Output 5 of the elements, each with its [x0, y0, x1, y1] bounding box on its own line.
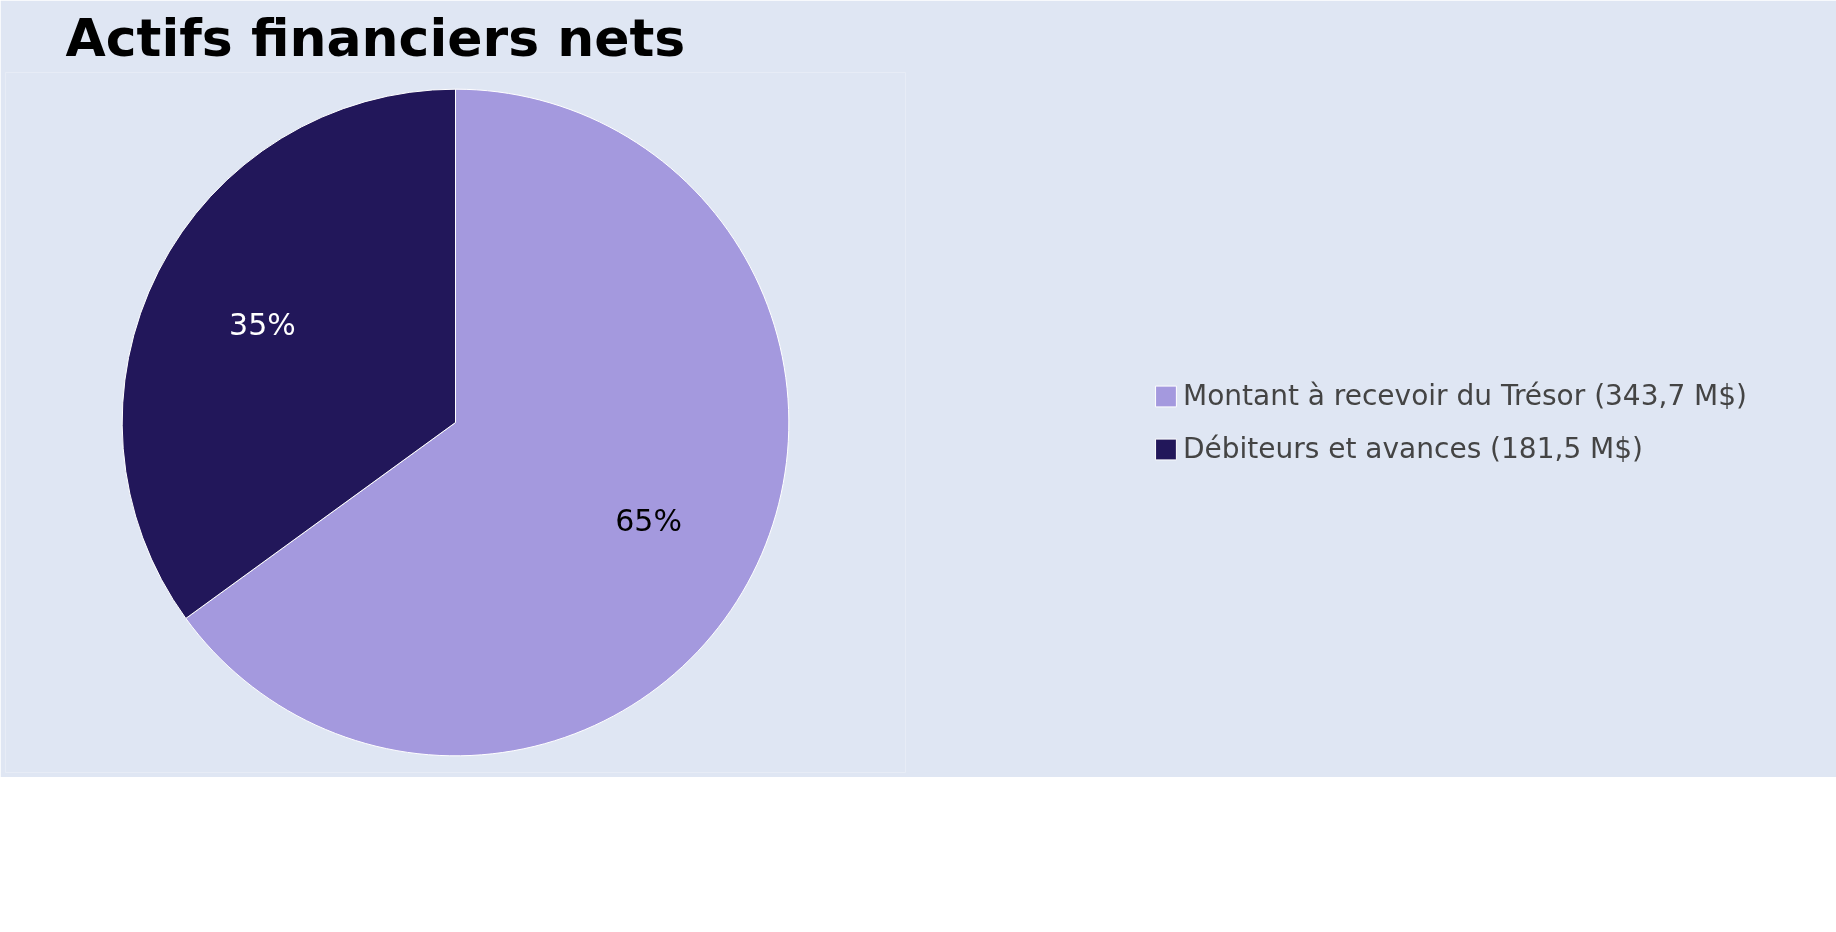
- legend-label: Débiteurs et avances (181,5 M$): [1182, 432, 1644, 465]
- legend-label: Montant à recevoir du Trésor (343,7 M$): [1182, 379, 1748, 412]
- data-label: 65%: [615, 503, 682, 539]
- data-label: 35%: [229, 306, 296, 342]
- chart-title: Actifs financiers nets: [65, 7, 686, 68]
